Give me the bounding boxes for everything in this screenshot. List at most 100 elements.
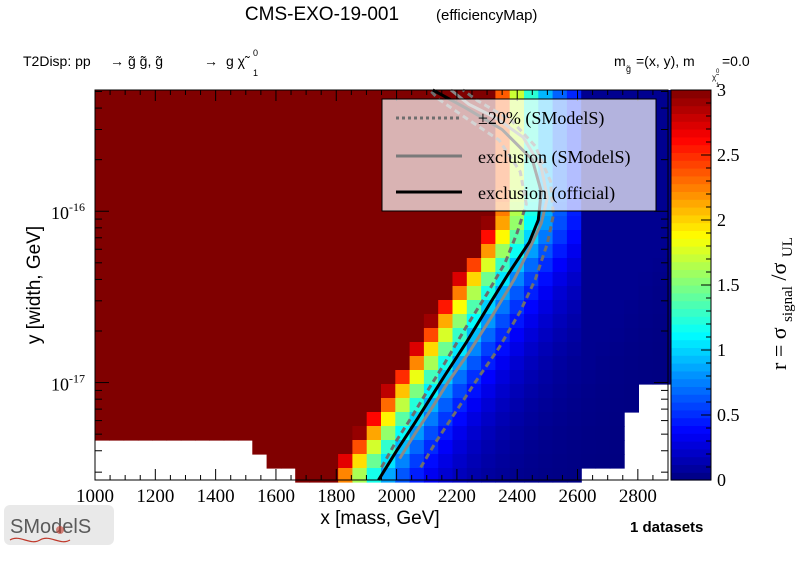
colorbar-step [671, 199, 711, 208]
heatmap-cell [481, 426, 496, 441]
heatmap-cell [166, 356, 182, 371]
heatmap-cell [481, 384, 496, 399]
heatmap-cell [595, 286, 611, 301]
heatmap-cell [238, 104, 253, 119]
x-tick-label: 1800 [317, 486, 355, 507]
colorbar-step [671, 464, 711, 473]
plot-frame: 1000 1200 1400 1600 1800 2000 2200 2400 2600 2800… [51, 89, 669, 507]
heatmap-cell [123, 398, 139, 413]
heatmap-cell [123, 230, 139, 245]
heatmap-cell [223, 384, 239, 399]
heatmap-cell [309, 104, 325, 119]
colorbar-step [671, 222, 711, 231]
heatmap-cell [481, 440, 496, 455]
heatmap-cell [180, 426, 196, 441]
heatmap-cell [180, 384, 196, 399]
heatmap-cell [309, 258, 325, 273]
mass-label: m g̃ =(x, y), m =0.0 χ̃ 0 1 [614, 53, 750, 89]
heatmap-cell [595, 426, 611, 441]
heatmap-cell [209, 132, 225, 147]
heatmap-cell [452, 440, 468, 455]
heatmap-cell [266, 118, 282, 133]
heatmap-cell [624, 356, 639, 371]
heatmap-cell [423, 314, 439, 329]
heatmap-cell [195, 426, 210, 441]
heatmap-cell [166, 90, 182, 105]
heatmap-cell [123, 202, 139, 217]
heatmap-cell [638, 314, 654, 329]
heatmap-cell [309, 356, 325, 371]
colorbar-step [671, 168, 711, 177]
heatmap-cell [195, 216, 210, 231]
heatmap-cell [524, 426, 539, 441]
heatmap-cell [566, 216, 582, 231]
heatmap-cell [352, 146, 368, 161]
heatmap-cell [495, 384, 511, 399]
heatmap-cell [409, 244, 425, 259]
heatmap-cell [109, 132, 125, 147]
heatmap-cell [223, 356, 239, 371]
colorbar-step [671, 97, 711, 107]
heatmap-cell [295, 188, 311, 203]
heatmap-cell [338, 454, 353, 469]
colorbar-step [671, 347, 711, 356]
heatmap-cell [280, 384, 296, 399]
heatmap-cell [152, 146, 168, 161]
heatmap-cell [123, 314, 139, 329]
heatmap-cell [338, 146, 353, 161]
heatmap-cell [209, 314, 225, 329]
heatmap-cell [95, 202, 110, 217]
heatmap-cell [280, 314, 296, 329]
heatmap-cell [652, 356, 668, 371]
heatmap-cell [366, 174, 382, 189]
heatmap-cell [123, 118, 139, 133]
heatmap-cell [166, 342, 182, 357]
heatmap-cell [566, 412, 582, 427]
heatmap-cell [366, 118, 382, 133]
heatmap-cell [95, 314, 110, 329]
heatmap-cell [438, 398, 454, 413]
heatmap-cell [280, 188, 296, 203]
heatmap-cell [352, 356, 368, 371]
heatmap-cell [223, 188, 239, 203]
heatmap-cell [481, 370, 496, 385]
process-arrow-1: → [110, 53, 124, 69]
heatmap-cell [209, 370, 225, 385]
heatmap-cell [466, 216, 482, 231]
heatmap-cell [295, 202, 311, 217]
heatmap-cell [195, 328, 210, 343]
heatmap-cell [438, 412, 454, 427]
heatmap-cell [466, 342, 482, 357]
heatmap-cell [280, 258, 296, 273]
heatmap-cell [466, 454, 482, 469]
heatmap-cell [238, 118, 253, 133]
heatmap-cell [495, 216, 511, 231]
heatmap-cell [524, 342, 539, 357]
heatmap-cell [152, 244, 168, 259]
heatmap-cell [423, 328, 439, 343]
heatmap-cell [395, 272, 411, 287]
heatmap-cell [638, 286, 654, 301]
heatmap-cell [524, 258, 539, 273]
heatmap-cell [366, 356, 382, 371]
heatmap-cell [280, 412, 296, 427]
heatmap-cell [338, 216, 353, 231]
heatmap-cell [323, 90, 339, 105]
heatmap-cell [195, 286, 210, 301]
heatmap-cell [338, 286, 353, 301]
heatmap-cell [95, 244, 110, 259]
heatmap-cell [395, 300, 411, 315]
heatmap-cell [152, 174, 168, 189]
heatmap-cell [238, 230, 253, 245]
heatmap-cell [581, 258, 597, 273]
heatmap-cell [238, 244, 253, 259]
heatmap-cell [423, 244, 439, 259]
colorbar-step [671, 316, 711, 325]
heatmap-cell [95, 356, 110, 371]
heatmap-cell [395, 370, 411, 385]
colorbar-step [671, 191, 711, 200]
heatmap-cell [609, 440, 625, 455]
colorbar-step [671, 183, 711, 192]
heatmap-cell [266, 426, 282, 441]
heatmap-cell [109, 342, 125, 357]
